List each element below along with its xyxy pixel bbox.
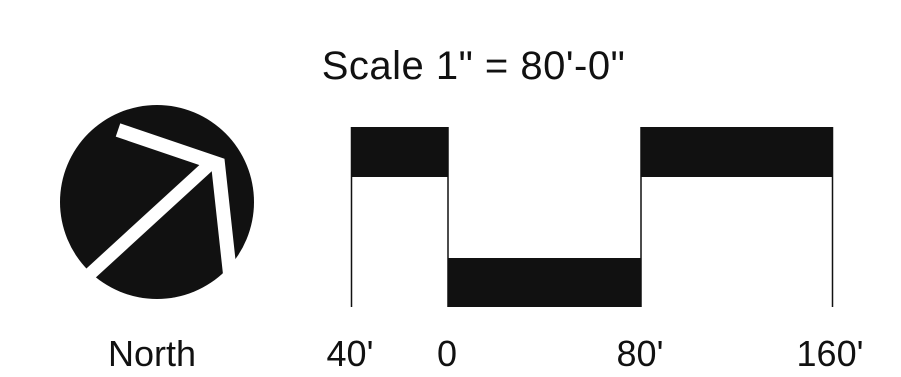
scale-segment-3: [641, 127, 833, 177]
scale-segment-1: [351, 127, 448, 177]
scale-tick-label: 80': [617, 333, 664, 374]
scale-bar: [350, 127, 834, 307]
scale-title: Scale 1" = 80'-0": [321, 44, 626, 88]
north-label: North: [108, 333, 196, 374]
north-arrow-icon: [60, 105, 254, 299]
scale-tick-label: 0: [437, 333, 457, 374]
scale-tick-label: 40': [327, 333, 374, 374]
north-arrow-shaft: [73, 160, 214, 290]
north-arrow-head: [115, 123, 237, 275]
scale-tick-label: 160': [797, 333, 864, 374]
scale-segment-2: [448, 258, 641, 307]
